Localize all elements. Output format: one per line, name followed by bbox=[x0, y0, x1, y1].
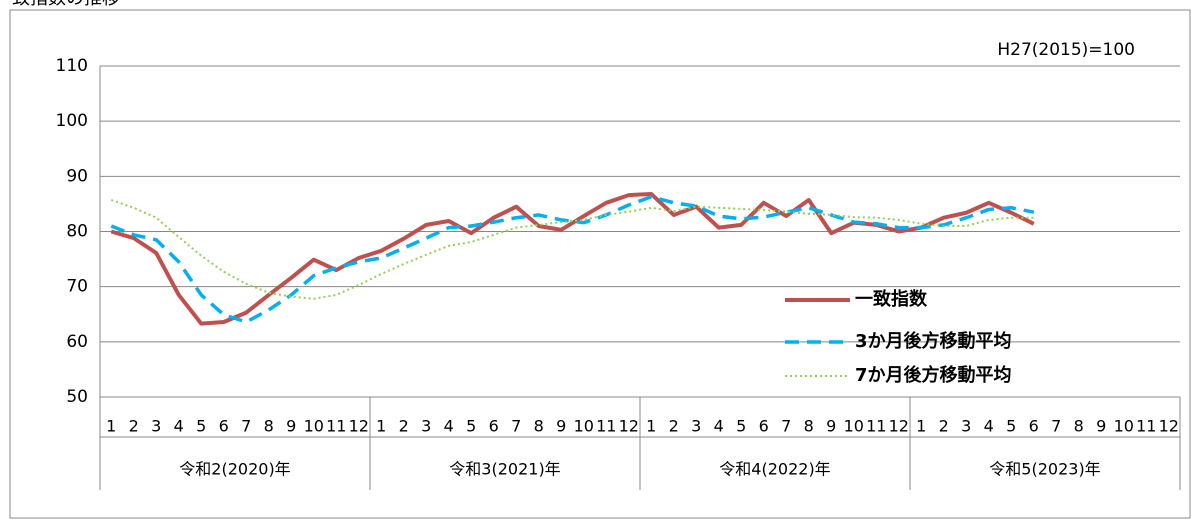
x-tick-label: 11 bbox=[596, 417, 616, 436]
x-tick-label: 11 bbox=[866, 417, 886, 436]
y-tick-label: 80 bbox=[66, 222, 88, 242]
x-tick-label: 1 bbox=[376, 417, 386, 436]
legend-label: 3か月後方移動平均 bbox=[855, 330, 1012, 352]
x-tick-label: 10 bbox=[304, 417, 324, 436]
x-tick-label: 11 bbox=[1136, 417, 1156, 436]
x-tick-label: 7 bbox=[511, 417, 521, 436]
x-tick-label: 12 bbox=[619, 417, 639, 436]
x-tick-label: 3 bbox=[961, 417, 971, 436]
annotation: H27(2015)=100 bbox=[997, 40, 1135, 60]
group-label: 令和4(2022)年 bbox=[719, 460, 830, 479]
x-tick-label: 4 bbox=[714, 417, 724, 436]
y-tick-label: 60 bbox=[66, 332, 88, 352]
x-tick-label: 7 bbox=[241, 417, 251, 436]
x-tick-label: 7 bbox=[1051, 417, 1061, 436]
x-tick-label: 5 bbox=[196, 417, 206, 436]
x-tick-label: 8 bbox=[804, 417, 814, 436]
x-tick-label: 6 bbox=[219, 417, 229, 436]
y-tick-label: 100 bbox=[56, 111, 88, 131]
legend-label: 7か月後方移動平均 bbox=[855, 364, 1012, 386]
x-tick-label: 4 bbox=[984, 417, 994, 436]
y-tick-label: 50 bbox=[66, 387, 88, 407]
y-tick-label: 70 bbox=[66, 277, 88, 297]
y-tick-label: 90 bbox=[66, 166, 88, 186]
x-tick-label: 2 bbox=[129, 417, 139, 436]
x-tick-label: 6 bbox=[489, 417, 499, 436]
x-tick-label: 10 bbox=[1114, 417, 1134, 436]
series-line bbox=[110, 199, 1034, 300]
x-tick-label: 3 bbox=[421, 417, 431, 436]
y-tick-label: 110 bbox=[56, 56, 88, 76]
legend-label: 一致指数 bbox=[855, 288, 928, 310]
x-tick-label: 8 bbox=[1074, 417, 1084, 436]
x-tick-label: 10 bbox=[844, 417, 864, 436]
x-tick-label: 8 bbox=[534, 417, 544, 436]
x-tick-label: 5 bbox=[1006, 417, 1016, 436]
series-line bbox=[110, 194, 1035, 324]
x-tick-label: 1 bbox=[916, 417, 926, 436]
x-tick-label: 3 bbox=[691, 417, 701, 436]
x-tick-label: 11 bbox=[326, 417, 346, 436]
x-tick-label: 9 bbox=[556, 417, 566, 436]
x-tick-label: 2 bbox=[939, 417, 949, 436]
x-tick-label: 4 bbox=[174, 417, 184, 436]
x-tick-label: 6 bbox=[759, 417, 769, 436]
x-tick-label: 10 bbox=[574, 417, 594, 436]
x-tick-label: 1 bbox=[646, 417, 656, 436]
x-tick-label: 1 bbox=[106, 417, 116, 436]
x-tick-label: 8 bbox=[264, 417, 274, 436]
x-tick-label: 7 bbox=[781, 417, 791, 436]
x-tick-label: 3 bbox=[151, 417, 161, 436]
x-tick-label: 4 bbox=[444, 417, 454, 436]
group-label: 令和2(2020)年 bbox=[179, 460, 290, 479]
x-tick-label: 9 bbox=[1096, 417, 1106, 436]
group-label: 令和3(2021)年 bbox=[449, 460, 560, 479]
x-tick-label: 12 bbox=[349, 417, 369, 436]
x-tick-label: 2 bbox=[669, 417, 679, 436]
x-tick-label: 12 bbox=[1159, 417, 1179, 436]
x-tick-label: 12 bbox=[889, 417, 909, 436]
chart-title: 致指数の推移 bbox=[12, 0, 120, 9]
x-tick-label: 6 bbox=[1029, 417, 1039, 436]
x-tick-label: 2 bbox=[399, 417, 409, 436]
x-tick-label: 5 bbox=[466, 417, 476, 436]
x-tick-label: 5 bbox=[736, 417, 746, 436]
group-label: 令和5(2023)年 bbox=[989, 460, 1100, 479]
chart-frame bbox=[9, 9, 1191, 519]
x-tick-label: 9 bbox=[286, 417, 296, 436]
x-tick-label: 9 bbox=[826, 417, 836, 436]
